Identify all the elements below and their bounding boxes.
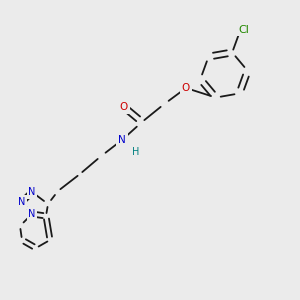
Text: N: N <box>118 135 126 145</box>
Text: H: H <box>132 147 140 157</box>
Text: N: N <box>28 209 36 219</box>
Text: Cl: Cl <box>238 25 249 35</box>
Text: N: N <box>18 197 26 207</box>
Text: O: O <box>120 102 128 112</box>
Text: N: N <box>28 187 36 197</box>
Text: N: N <box>28 209 36 219</box>
Text: O: O <box>182 83 190 93</box>
